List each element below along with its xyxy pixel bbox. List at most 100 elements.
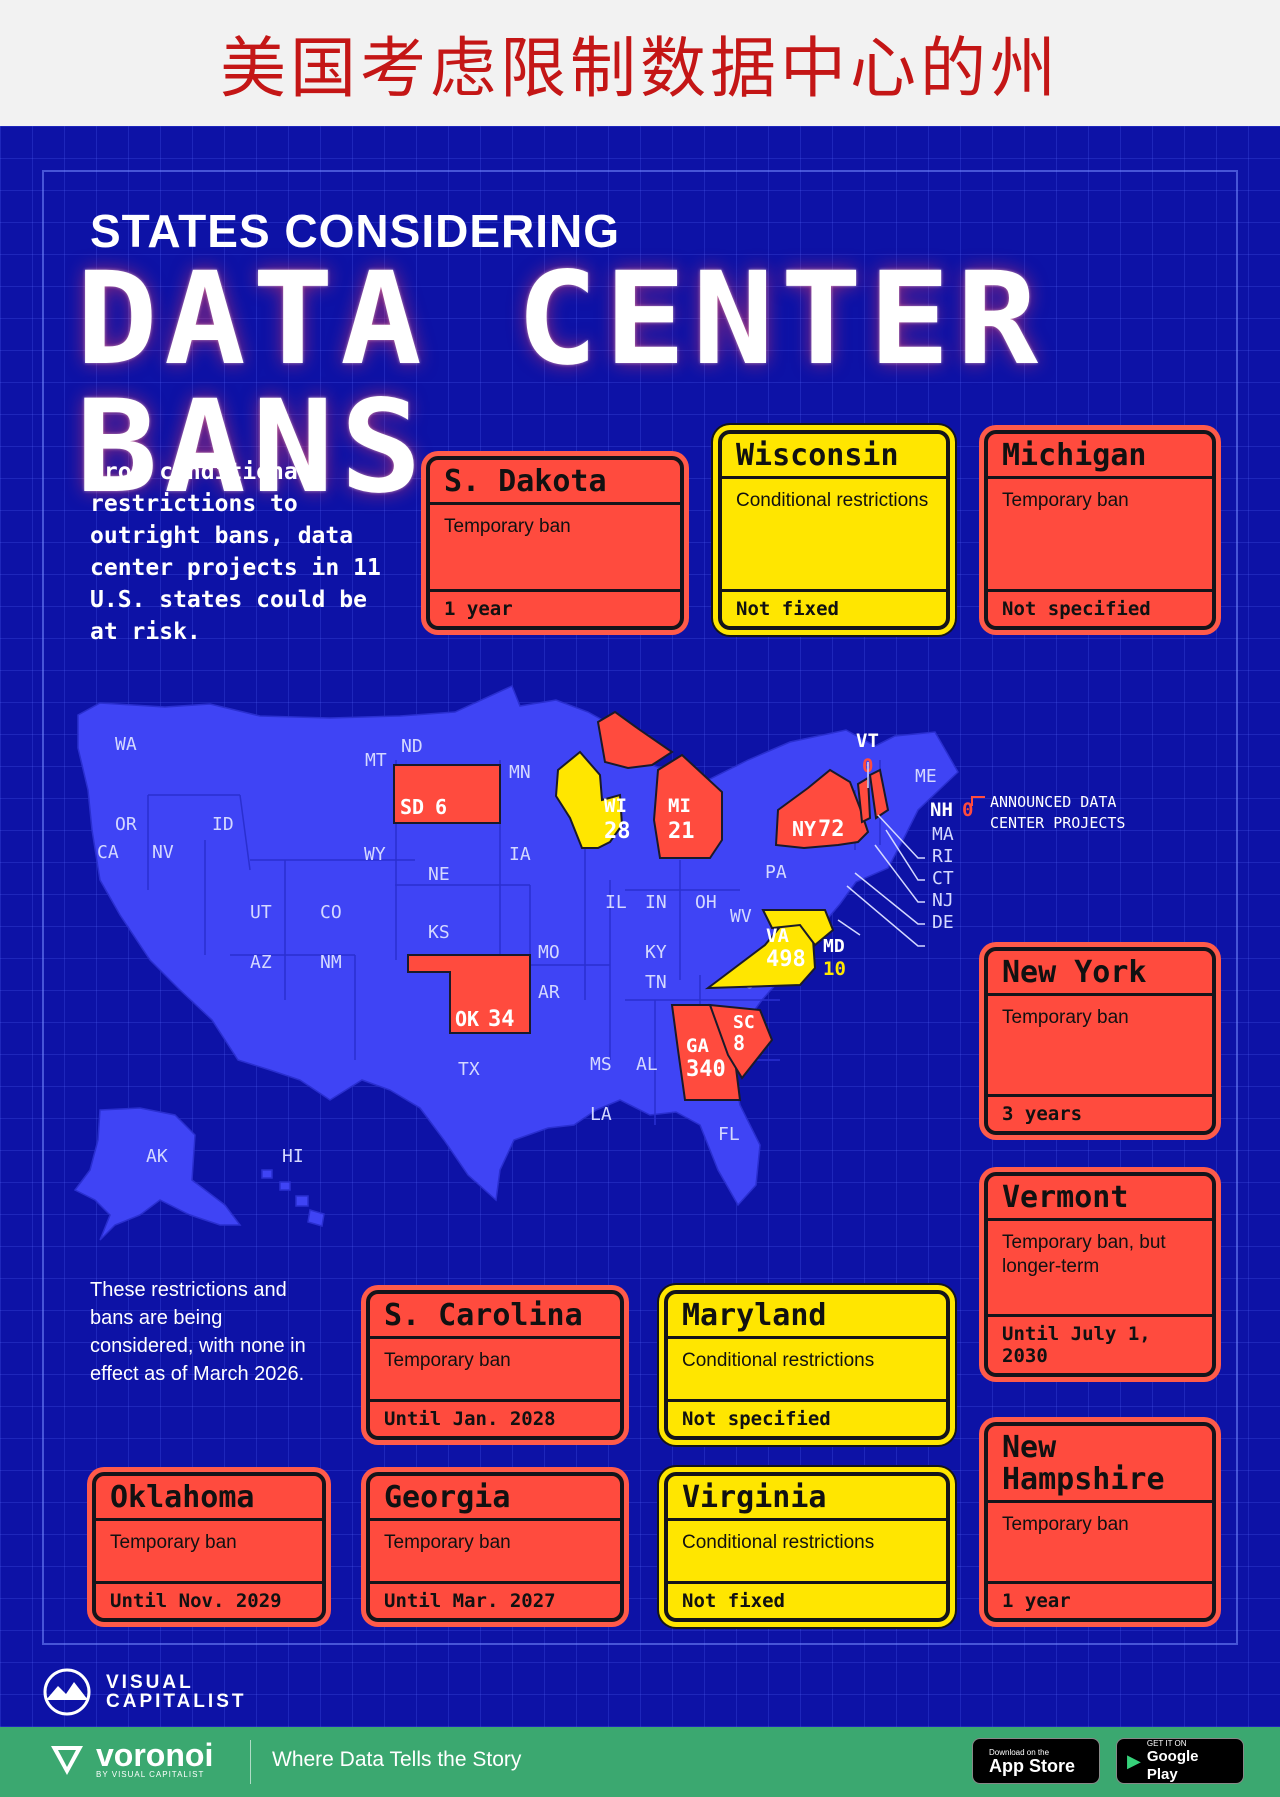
play-small-text: GET IT ON [1146, 1738, 1187, 1748]
appstore-small-text: Download on the [989, 1747, 1050, 1757]
card-duration: 1 year [430, 589, 680, 626]
card-duration: 3 years [988, 1094, 1212, 1131]
highlighted-state-shape [868, 768, 890, 820]
ne-callouts [837, 762, 925, 947]
project-count: 498 [766, 947, 806, 972]
state-label: KY [645, 942, 667, 963]
state-label: CO [320, 902, 342, 923]
card-state-name: Georgia [370, 1476, 620, 1521]
google-play-button[interactable]: ▶ GET IT ON Google Play [1116, 1738, 1244, 1784]
card-duration: Not fixed [668, 1581, 946, 1618]
project-count: 340 [686, 1057, 726, 1082]
highlighted-state-abbr: SC [733, 1012, 755, 1033]
card-duration: Not fixed [722, 589, 946, 626]
highlighted-state-abbr: VA [766, 925, 789, 947]
state-label: IA [509, 844, 531, 865]
card-state-name: New York [988, 951, 1212, 996]
map-legend-note: ANNOUNCED DATA CENTER PROJECTS [990, 793, 1126, 832]
footnote-text: These restrictions and bans are being co… [90, 1279, 306, 1385]
voronoi-icon [51, 1745, 83, 1775]
card-duration: Until Nov. 2029 [96, 1581, 322, 1618]
highlighted-states [393, 710, 890, 1101]
state-label: CT [932, 868, 954, 889]
highlighted-state-abbr: VT [856, 730, 879, 752]
project-count: 0 [962, 799, 973, 821]
play-big-text: Google Play [1146, 1747, 1199, 1783]
card-restriction-type: Temporary ban [384, 1532, 511, 1553]
state-label: CA [97, 842, 119, 863]
state-label: KS [428, 922, 450, 943]
card-state-name: Virginia [668, 1476, 946, 1521]
state-label: RI [932, 846, 954, 867]
state-card: Oklahoma Temporary ban Until Nov. 2029 [92, 1472, 326, 1622]
state-label: HI [282, 1146, 304, 1167]
card-restriction-type: Conditional restrictions [682, 1350, 875, 1371]
callout-lines [837, 762, 925, 947]
poster-subtitle: STATES CONSIDERING [90, 205, 620, 257]
state-label: WY [364, 844, 386, 865]
border-lines [147, 760, 881, 1125]
state-label: WV [730, 906, 752, 927]
card-duration: Until July 1, 2030 [988, 1314, 1212, 1373]
vc-mountain-icon [43, 1668, 91, 1716]
project-count: 6 [435, 795, 447, 819]
card-restriction-type: Temporary ban [1002, 1007, 1129, 1028]
highlighted-state-shape [596, 710, 723, 859]
highlighted-state-shape [393, 764, 501, 824]
card-restriction-type: Conditional restrictions [736, 490, 929, 511]
highlighted-state-abbr: MD [823, 936, 845, 957]
card-restriction-type: Conditional restrictions [682, 1532, 875, 1553]
hawaii-shape [261, 1169, 325, 1227]
highlighted-state-shape [774, 768, 870, 850]
state-card: S. Carolina Temporary ban Until Jan. 2028 [366, 1290, 624, 1440]
state-label: IN [645, 892, 667, 913]
chinese-title-banner: 美国考虑限制数据中心的州 [0, 0, 1280, 126]
project-count: 28 [604, 819, 631, 844]
state-label: MS [590, 1054, 612, 1075]
state-label: LA [590, 1104, 612, 1125]
state-label: TX [458, 1059, 480, 1080]
state-label: IL [605, 892, 627, 913]
card-state-name: Wisconsin [722, 434, 946, 479]
card-duration: 1 year [988, 1581, 1212, 1618]
voronoi-logo[interactable]: voronoi BY VISUAL CAPITALIST [48, 1739, 213, 1779]
state-label: ID [212, 814, 234, 835]
app-store-button[interactable]: Download on the App Store [972, 1738, 1100, 1784]
state-label: MA [932, 824, 954, 845]
state-label: WA [115, 734, 137, 755]
legend-marker [971, 796, 985, 806]
state-label: ME [915, 766, 937, 787]
state-label: UT [250, 902, 272, 923]
card-state-name: S. Carolina [370, 1294, 620, 1339]
card-duration: Until Mar. 2027 [370, 1581, 620, 1618]
state-labels: WA OR CA NV ID MT WY UT AZ CO NM ND NE KS TX MN IA MO AR LA… [97, 734, 954, 1167]
card-duration: Not specified [668, 1399, 946, 1436]
state-card: New Hampshire Temporary ban 1 year [984, 1422, 1216, 1622]
highlighted-state-shape [554, 750, 624, 849]
state-label: OR [115, 814, 137, 835]
state-label: FL [718, 1124, 740, 1145]
highlighted-state-abbr: NH [930, 799, 953, 821]
card-restriction-type: Temporary ban [384, 1350, 511, 1371]
state-label: AL [636, 1054, 658, 1075]
card-state-name: Vermont [988, 1176, 1212, 1221]
highlighted-state-abbr: MI [668, 795, 691, 817]
highlighted-state-abbr: SD [400, 795, 424, 819]
state-label: NE [428, 864, 450, 885]
visual-capitalist-logo: VISUAL CAPITALIST [36, 1668, 256, 1716]
card-state-name: Michigan [988, 434, 1212, 479]
banner-title: 美国考虑限制数据中心的州 [220, 30, 1060, 107]
highlighted-state-abbr: OK [455, 1007, 479, 1031]
footer-tagline: Where Data Tells the Story [272, 1748, 522, 1771]
state-card: Vermont Temporary ban, but longer-term Unt… [984, 1172, 1216, 1377]
state-label: TN [645, 972, 667, 993]
state-card: Michigan Temporary ban Not specified [984, 430, 1216, 630]
state-label: MT [365, 750, 387, 771]
state-label: AR [538, 982, 560, 1003]
card-state-name: Maryland [668, 1294, 946, 1339]
state-card: Wisconsin Conditional restrictions Not fix… [718, 430, 950, 630]
state-label: ND [401, 736, 423, 757]
grid-frame [42, 170, 1238, 1645]
